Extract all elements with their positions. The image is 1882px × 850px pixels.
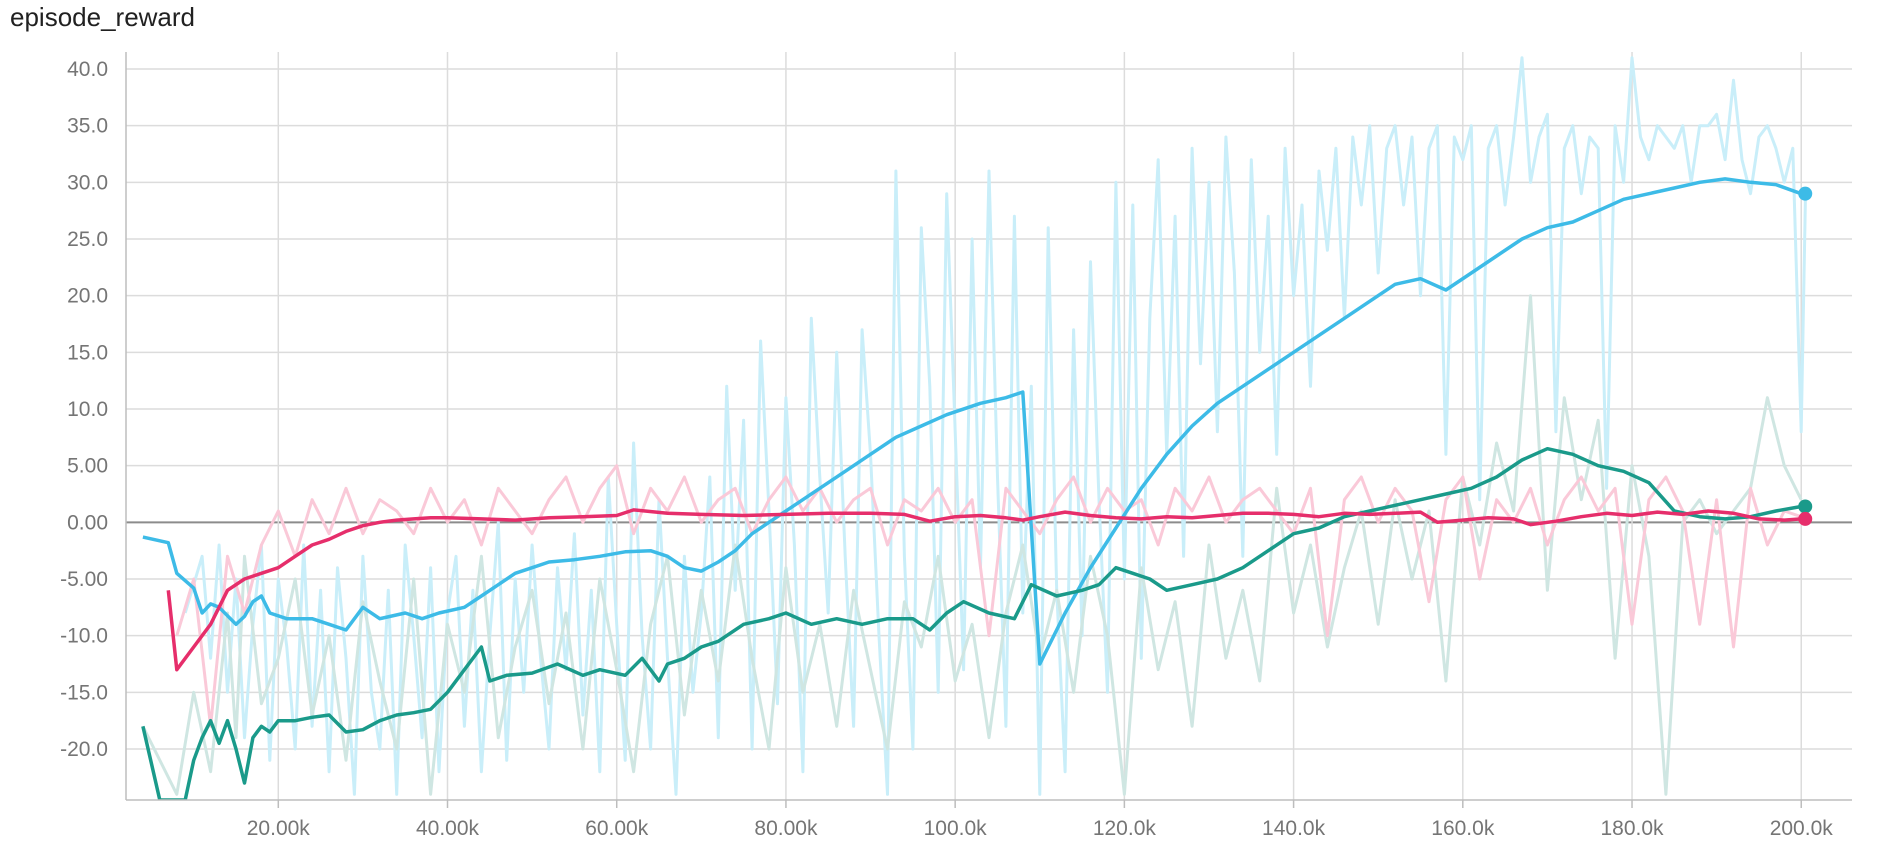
y-tick-label: 40.0	[67, 58, 108, 81]
smoothed-series-line	[166, 508, 1802, 672]
x-tick-label: 160.0k	[1431, 817, 1495, 840]
y-tick-label: 5.00	[67, 455, 108, 478]
x-tick-label: 20.00k	[247, 817, 311, 840]
smoothed-series-lines	[141, 177, 1802, 800]
x-tick-label: 60.00k	[585, 817, 649, 840]
y-tick-label: -15.0	[60, 681, 108, 704]
end-markers	[1798, 186, 1813, 526]
x-tick-label: 120.0k	[1093, 817, 1157, 840]
smoothed-series-line	[141, 446, 1802, 800]
x-tick-label: 100.0k	[924, 817, 988, 840]
x-tick-label: 200.0k	[1770, 817, 1834, 840]
smoothed-series-line	[142, 177, 1802, 666]
grid-lines	[126, 52, 1852, 800]
raw-series-line	[175, 464, 1802, 728]
y-tick-label: -10.0	[60, 625, 108, 648]
x-tick-label: 80.00k	[754, 817, 818, 840]
series-end-marker	[1798, 186, 1813, 201]
y-tick-label: 20.0	[67, 285, 108, 308]
x-tick-label: 180.0k	[1600, 817, 1664, 840]
series-end-marker	[1798, 511, 1813, 526]
y-tick-label: 10.0	[67, 398, 108, 421]
y-tick-label: -20.0	[60, 738, 108, 761]
x-tick-label: 40.00k	[416, 817, 480, 840]
y-tick-label: 15.0	[67, 341, 108, 364]
axes	[125, 52, 1852, 808]
raw-series-lines	[141, 56, 1807, 796]
series-end-marker	[1798, 499, 1813, 514]
raw-series-line	[141, 294, 1803, 796]
y-tick-label: 0.00	[67, 511, 108, 534]
y-tick-label: 30.0	[67, 171, 108, 194]
x-tick-label: 140.0k	[1262, 817, 1326, 840]
y-tick-label: 35.0	[67, 115, 108, 138]
chart-title: episode_reward	[10, 2, 196, 32]
y-tick-label: -5.00	[60, 568, 108, 591]
raw-series-line	[183, 56, 1807, 796]
tick-labels: -20.0 -15.0 -10.0 -5.00 0.00 5.00 10.0 15.0 20.0…	[60, 58, 1833, 840]
y-tick-label: 25.0	[67, 228, 108, 251]
